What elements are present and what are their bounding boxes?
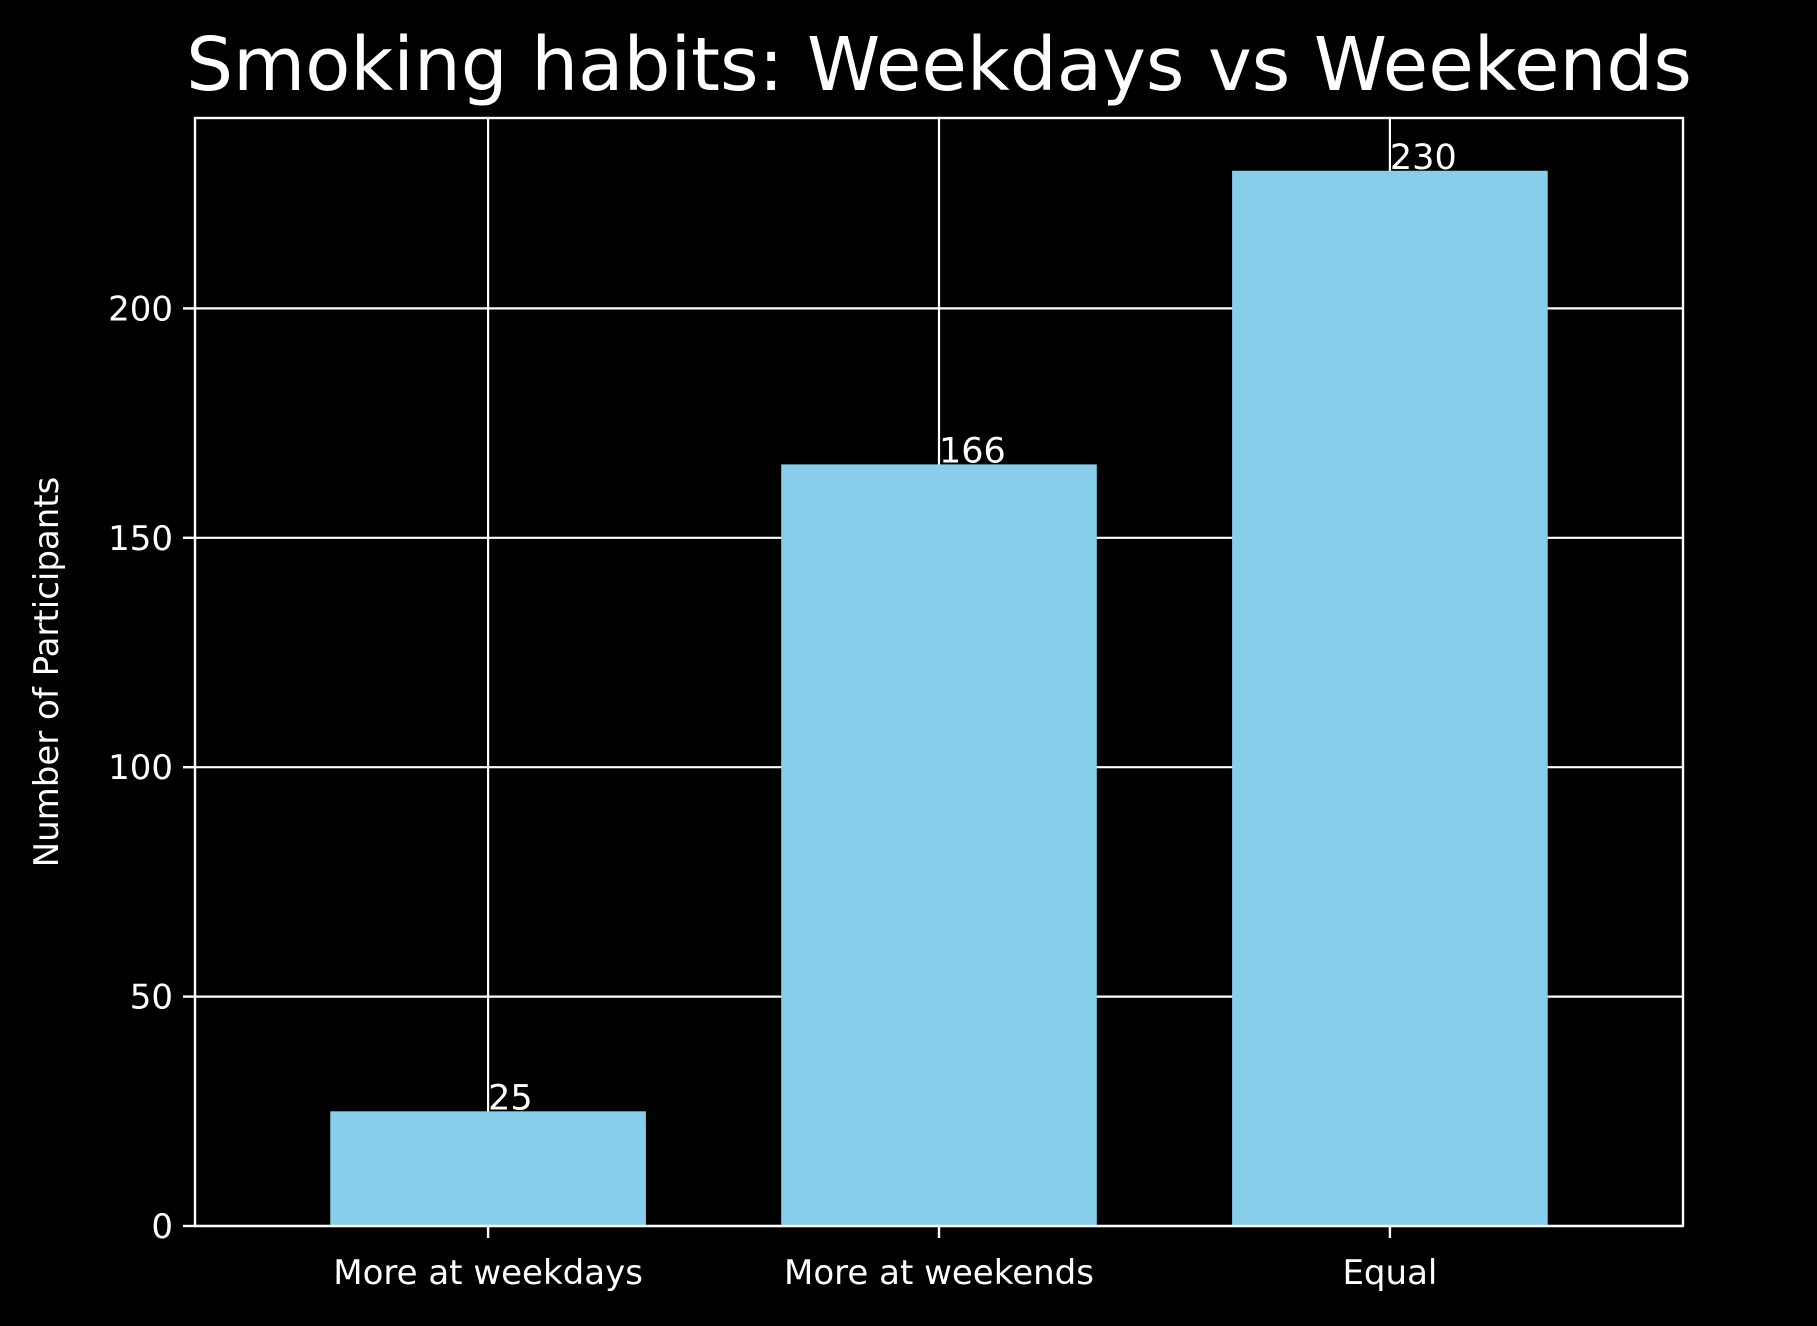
y-tick-label: 100 [108, 748, 173, 788]
bar [330, 1111, 646, 1226]
x-tick-label: More at weekends [784, 1253, 1094, 1293]
bar [1232, 170, 1548, 1226]
y-tick-label: 150 [108, 519, 173, 559]
bar-value-label: 230 [1390, 138, 1457, 178]
bar-value-label: 166 [939, 431, 1006, 471]
bar [781, 464, 1097, 1226]
y-tick-label: 50 [130, 978, 173, 1018]
label-layer: 25 166 230 [488, 138, 1457, 1119]
y-axis-label: Number of Participants [27, 477, 67, 868]
bar-layer [330, 170, 1548, 1226]
chart-title: Smoking habits: Weekdays vs Weekends [186, 22, 1692, 108]
tick-layer: 0 50 100 150 200 More at weekdays More at week… [108, 289, 1437, 1293]
bar-value-label: 25 [488, 1078, 533, 1118]
y-tick-label: 200 [108, 289, 173, 329]
x-tick-label: More at weekdays [333, 1253, 643, 1293]
x-tick-label: Equal [1342, 1253, 1437, 1293]
y-tick-label: 0 [151, 1207, 173, 1247]
